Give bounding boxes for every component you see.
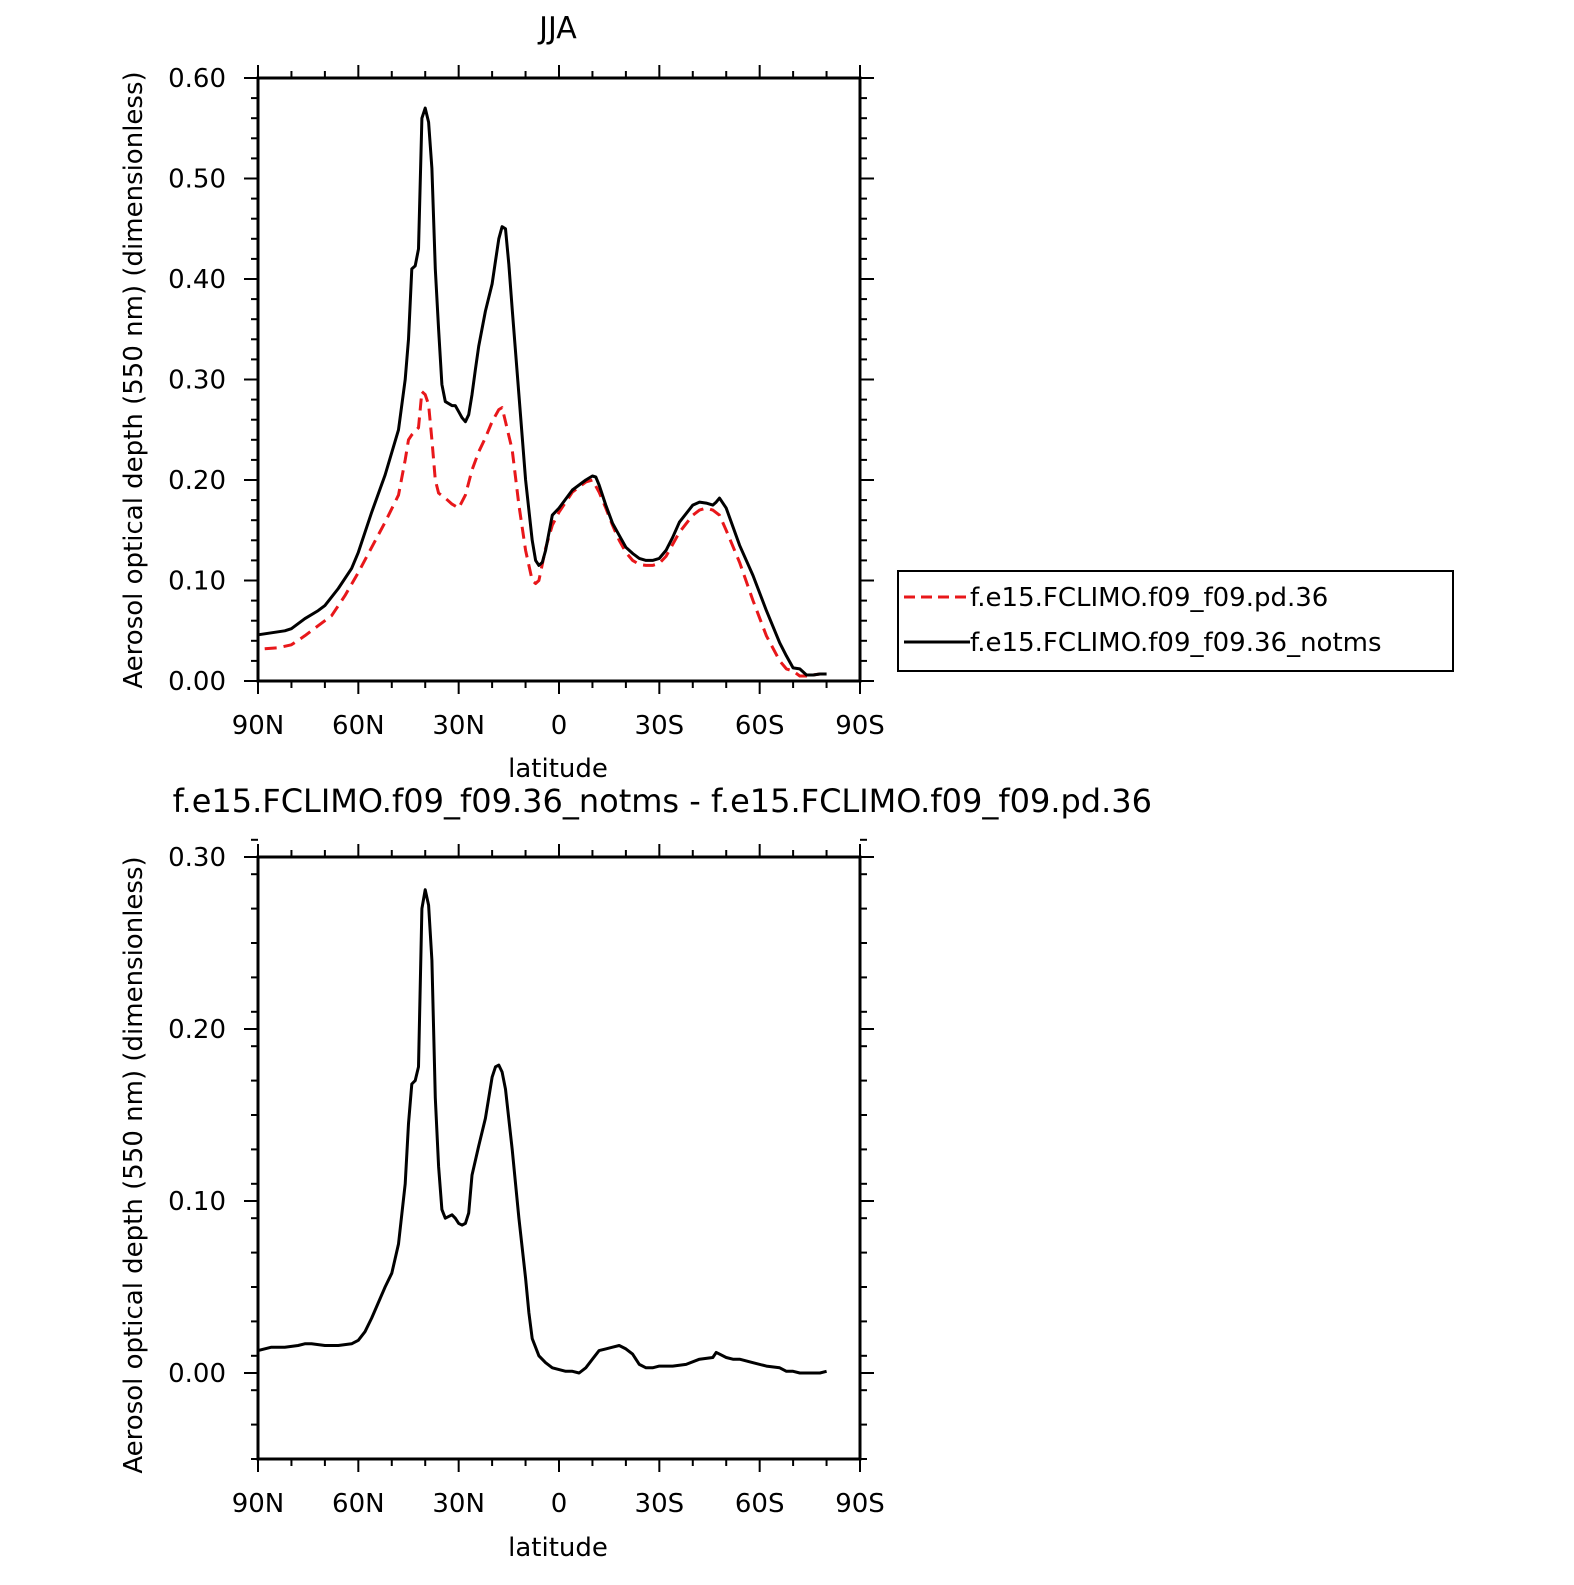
- bottom-x-tick-label: 30S: [635, 1489, 685, 1519]
- top-series-line-0: [264, 390, 827, 678]
- top-series-line-1: [257, 106, 827, 677]
- top-x-tick-label: 60N: [332, 711, 385, 741]
- top-chart-title: JJA: [537, 11, 577, 46]
- bottom-x-axis-title: latitude: [508, 1533, 608, 1563]
- top-y-tick-label: 0.00: [168, 667, 226, 697]
- legend: f.e15.FCLIMO.f09_f09.pd.36 f.e15.FCLIMO.…: [897, 570, 1454, 672]
- top-series-lines: [257, 106, 827, 678]
- bottom-x-tick-label: 90N: [232, 1489, 285, 1519]
- bottom-plot-frame: [256, 855, 862, 1461]
- top-x-tick-label: 90S: [835, 711, 885, 741]
- top-y-axis-title: Aerosol optical depth (550 nm) (dimensio…: [119, 71, 149, 688]
- top-x-tick-label: 90N: [232, 711, 285, 741]
- bottom-series-line-0: [257, 888, 827, 1375]
- bottom-tick-labels: 0.00 0.10 0.20 0.30 90N 60N 30N 0 30S 60S 90S: [168, 843, 885, 1519]
- top-tick-labels: 0.00 0.10 0.20 0.30 0.40 0.50 0.60 90N 60N 30N 0 30…: [168, 64, 885, 741]
- top-y-tick-label: 0.60: [168, 64, 226, 94]
- bottom-series-lines: [257, 888, 827, 1375]
- top-y-tick-label: 0.40: [168, 265, 226, 295]
- top-y-tick-label: 0.20: [168, 466, 226, 496]
- bottom-y-tick-label: 0.30: [168, 843, 226, 873]
- bottom-y-tick-label: 0.10: [168, 1187, 226, 1217]
- top-x-tick-label: 0: [551, 711, 568, 741]
- top-x-axis-title: latitude: [508, 754, 608, 784]
- top-axis-ticks: [244, 65, 874, 694]
- top-y-tick-label: 0.10: [168, 567, 226, 597]
- bottom-y-axis-title: Aerosol optical depth (550 nm) (dimensio…: [119, 856, 149, 1473]
- top-plot-frame: [256, 76, 862, 683]
- top-x-tick-label: 30S: [635, 711, 685, 741]
- bottom-y-tick-label: 0.20: [168, 1015, 226, 1045]
- legend-label-pd: f.e15.FCLIMO.f09_f09.pd.36: [970, 583, 1328, 613]
- bottom-axis-ticks: [244, 838, 874, 1472]
- bottom-chart-title: f.e15.FCLIMO.f09_f09.36_notms - f.e15.FC…: [173, 782, 1152, 820]
- bottom-x-tick-label: 30N: [432, 1489, 485, 1519]
- legend-label-notms: f.e15.FCLIMO.f09_f09.36_notms: [970, 628, 1382, 658]
- bottom-x-tick-label: 0: [551, 1489, 568, 1519]
- bottom-x-tick-label: 60N: [332, 1489, 385, 1519]
- bottom-panel: f.e15.FCLIMO.f09_f09.36_notms - f.e15.FC…: [119, 782, 1152, 1563]
- top-x-tick-label: 60S: [735, 711, 785, 741]
- bottom-y-tick-label: 0.00: [168, 1359, 226, 1389]
- bottom-x-tick-label: 60S: [735, 1489, 785, 1519]
- legend-box: [897, 570, 1454, 672]
- top-y-tick-label: 0.30: [168, 366, 226, 396]
- bottom-x-tick-label: 90S: [835, 1489, 885, 1519]
- top-x-tick-label: 30N: [432, 711, 485, 741]
- top-panel: JJA 0.00 0.10 0.20 0.30 0.40 0.50 0.60 90N 60N 30…: [119, 11, 885, 784]
- top-y-tick-label: 0.50: [168, 165, 226, 195]
